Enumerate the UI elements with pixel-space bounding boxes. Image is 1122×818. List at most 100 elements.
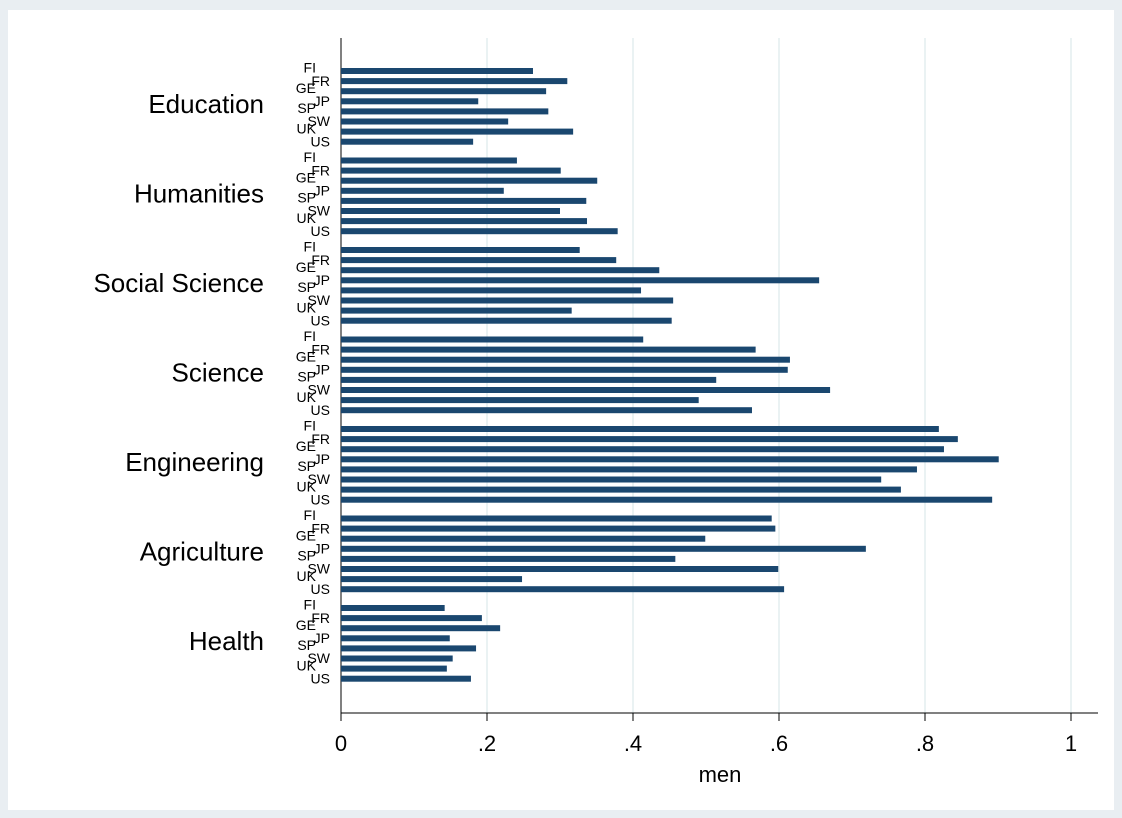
subcategory-label: SP (297, 100, 316, 116)
bar (341, 525, 776, 532)
subcategory-label: US (311, 491, 330, 507)
subcategory-label: SP (297, 190, 316, 206)
subcategory-label: JP (314, 272, 330, 288)
category-label: Humanities (134, 179, 264, 209)
x-tick-label: .4 (624, 731, 642, 756)
bar (341, 366, 788, 373)
subcategory-label: UK (297, 210, 317, 226)
subcategory-label: FI (304, 328, 316, 344)
bar (341, 197, 587, 204)
bar (341, 267, 660, 274)
subcategory-label: US (311, 402, 330, 418)
bar (341, 317, 672, 324)
bar (341, 397, 699, 404)
category-label: Agriculture (140, 537, 264, 567)
bar (341, 515, 772, 522)
subcategory-label: SW (307, 382, 330, 398)
bar (341, 486, 901, 493)
bar (341, 167, 561, 174)
x-axis-label: men (699, 762, 742, 787)
subcategory-label: SW (307, 471, 330, 487)
bar (341, 566, 779, 572)
subcategory-label: GE (296, 527, 316, 543)
subcategory-label: SP (297, 458, 316, 474)
subcategory-label: FI (304, 239, 316, 255)
bar (341, 346, 756, 353)
bar (341, 287, 642, 294)
category-label: Social Science (93, 268, 264, 298)
subcategory-label: SW (307, 650, 330, 666)
bar (341, 108, 549, 115)
subcategory-label: US (311, 581, 330, 597)
subcategory-label: UK (297, 299, 317, 315)
bar (341, 138, 474, 145)
bar (341, 635, 450, 642)
bar (341, 78, 568, 85)
category-label: Science (172, 358, 265, 388)
subcategory-label: US (311, 223, 330, 239)
bar (341, 555, 676, 562)
bar (341, 535, 706, 542)
bar (341, 257, 617, 264)
subcategory-label: JP (314, 93, 330, 109)
bar (341, 645, 477, 652)
subcategory-label: US (311, 133, 330, 149)
subcategory-label: FI (304, 597, 316, 613)
bar (341, 476, 882, 483)
subcategory-label: GE (296, 80, 316, 96)
bar (341, 675, 471, 682)
bar (341, 426, 939, 432)
bar (341, 605, 445, 611)
x-tick-label: .2 (478, 731, 496, 756)
bar (341, 297, 674, 304)
subcategory-label: SW (307, 203, 330, 219)
subcategory-label: FR (311, 252, 330, 268)
category-label: Engineering (125, 447, 264, 477)
subcategory-label: SP (297, 548, 316, 564)
subcategory-label: UK (297, 568, 317, 584)
subcategory-label: FR (311, 431, 330, 447)
subcategory-label: SW (307, 113, 330, 129)
bar (341, 228, 618, 235)
bar (341, 545, 866, 552)
subcategory-label: UK (297, 657, 317, 673)
bar (341, 208, 560, 214)
subcategory-label: SW (307, 292, 330, 308)
subcategory-label: FR (311, 73, 330, 89)
subcategory-label: UK (297, 389, 317, 405)
subcategory-label: GE (296, 259, 316, 275)
category-label: Education (148, 89, 264, 119)
bar (341, 277, 820, 284)
bar (341, 466, 917, 473)
subcategory-label: UK (297, 478, 317, 494)
subcategory-label: US (311, 670, 330, 686)
bar (341, 665, 447, 672)
category-label: Health (189, 626, 264, 656)
bar (341, 456, 999, 463)
subcategory-label: JP (314, 183, 330, 199)
subcategory-label: UK (297, 120, 317, 136)
subcategory-label: FI (304, 507, 316, 523)
subcategory-label: JP (314, 630, 330, 646)
subcategory-label: US (311, 312, 330, 328)
bar (341, 336, 644, 343)
x-tick-label: .8 (916, 731, 934, 756)
subcategory-label: GE (296, 169, 316, 185)
bar (341, 496, 993, 503)
subcategory-label: FR (311, 341, 330, 357)
subcategory-label: FR (311, 162, 330, 178)
subcategory-label: SW (307, 561, 330, 577)
subcategory-label: FI (304, 60, 316, 76)
bar (341, 356, 790, 363)
bar (341, 307, 572, 314)
subcategory-label: FI (304, 418, 316, 434)
bar (341, 586, 785, 593)
bar (341, 68, 533, 74)
bar (341, 98, 479, 105)
bar (341, 576, 523, 583)
bar (341, 118, 509, 125)
bar (341, 218, 588, 225)
bar (341, 187, 504, 194)
bar (341, 446, 944, 453)
